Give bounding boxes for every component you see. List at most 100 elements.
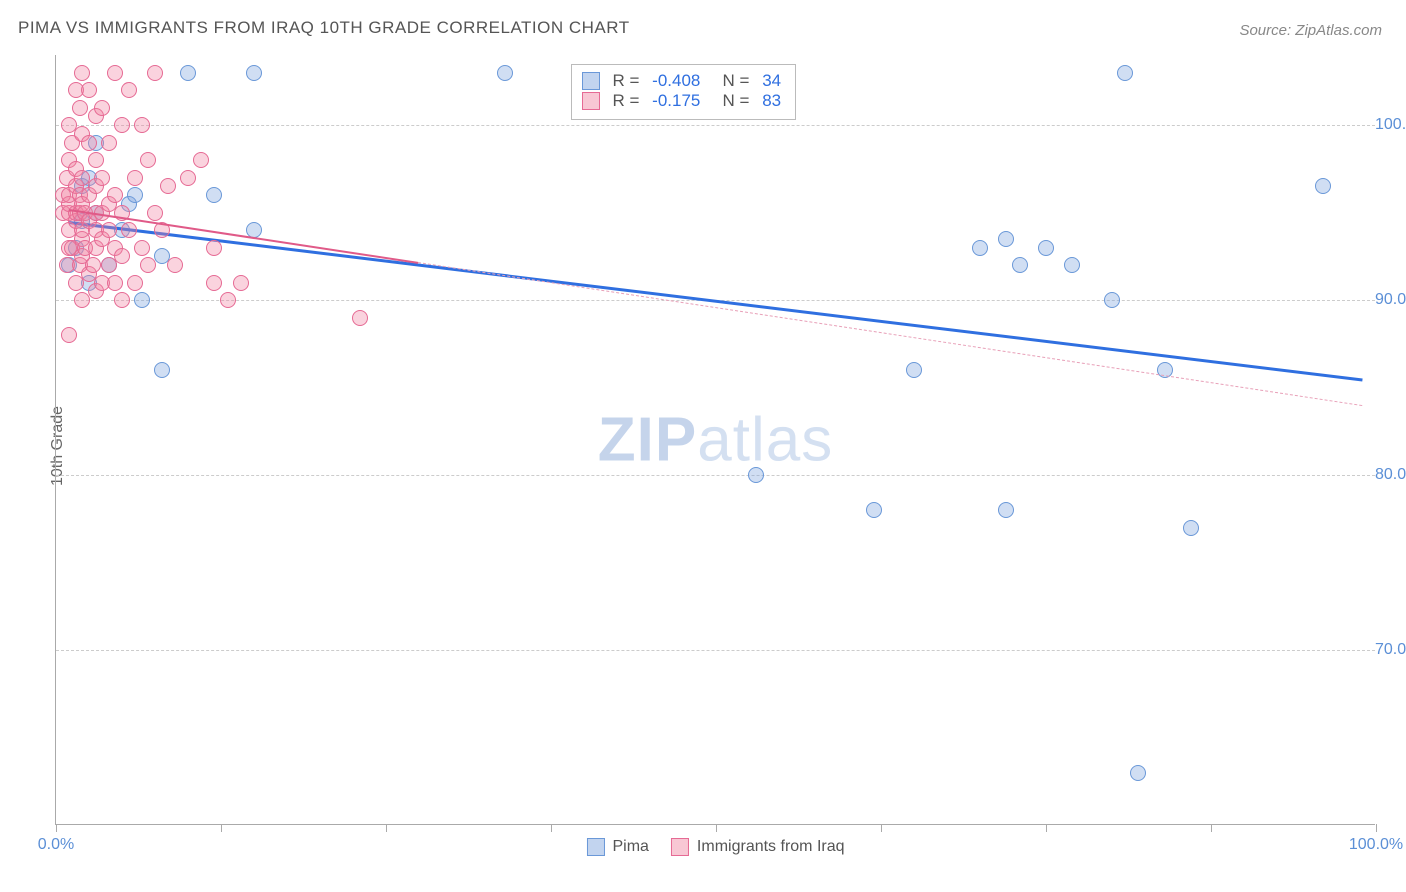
stat-label: N = [708,91,754,111]
source-attribution: Source: ZipAtlas.com [1239,22,1382,39]
data-point [193,152,209,168]
data-point [88,152,104,168]
y-tick-label: 90.0% [1375,291,1406,309]
data-point [121,82,137,98]
stat-r-value: -0.408 [652,71,700,91]
data-point [220,292,236,308]
legend-swatch-icon [586,838,604,856]
stats-row: R = -0.175 N = 83 [582,91,781,111]
data-point [114,117,130,133]
y-tick-label: 70.0% [1375,641,1406,659]
data-point [107,275,123,291]
legend-label: Pima [612,838,648,856]
stat-r-value: -0.175 [652,91,700,111]
stat-label: N = [708,71,754,91]
data-point [74,65,90,81]
data-point [160,178,176,194]
data-point [147,205,163,221]
data-point [998,502,1014,518]
chart-title: PIMA VS IMMIGRANTS FROM IRAQ 10TH GRADE … [18,18,630,38]
data-point [206,275,222,291]
data-point [72,100,88,116]
trend-line [418,262,1362,406]
data-point [748,467,764,483]
x-tick-label: 100.0% [1349,836,1403,854]
x-tick [386,824,387,832]
data-point [94,100,110,116]
data-point [1012,257,1028,273]
data-point [1130,765,1146,781]
data-point [101,222,117,238]
data-point [121,222,137,238]
data-point [1104,292,1120,308]
legend-label: Immigrants from Iraq [697,838,845,856]
data-point [147,65,163,81]
data-point [998,231,1014,247]
data-point [497,65,513,81]
data-point [154,362,170,378]
legend-item: Pima [586,838,648,856]
x-tick [551,824,552,832]
stats-box: R = -0.408 N = 34 R = -0.175 N = 83 [571,64,796,120]
gridline [56,650,1375,651]
legend-swatch-icon [582,72,600,90]
data-point [1064,257,1080,273]
data-point [1315,178,1331,194]
data-point [140,257,156,273]
data-point [94,170,110,186]
data-point [206,240,222,256]
stat-label: R = [608,91,644,111]
legend-item: Immigrants from Iraq [671,838,845,856]
stat-n-value: 83 [762,91,781,111]
data-point [906,362,922,378]
watermark: ZIPatlas [598,404,833,475]
x-tick [881,824,882,832]
y-tick-label: 80.0% [1375,466,1406,484]
data-point [127,170,143,186]
data-point [180,65,196,81]
x-tick [1046,824,1047,832]
data-point [972,240,988,256]
data-point [180,170,196,186]
data-point [85,257,101,273]
data-point [61,327,77,343]
data-point [1117,65,1133,81]
x-tick-label: 0.0% [38,836,74,854]
gridline [56,125,1375,126]
data-point [81,82,97,98]
data-point [246,65,262,81]
x-tick [1376,824,1377,832]
data-point [134,117,150,133]
y-tick-label: 100.0% [1375,116,1406,134]
data-point [167,257,183,273]
data-point [107,187,123,203]
data-point [127,275,143,291]
data-point [107,65,123,81]
data-point [866,502,882,518]
data-point [233,275,249,291]
legend-swatch-icon [671,838,689,856]
data-point [140,152,156,168]
data-point [1038,240,1054,256]
stat-label: R = [608,71,644,91]
legend: Pima Immigrants from Iraq [586,838,844,856]
x-tick [221,824,222,832]
data-point [127,187,143,203]
gridline [56,475,1375,476]
data-point [352,310,368,326]
stats-row: R = -0.408 N = 34 [582,71,781,91]
data-point [134,240,150,256]
trend-line [69,221,1363,381]
data-point [101,135,117,151]
data-point [206,187,222,203]
x-tick [56,824,57,832]
stat-n-value: 34 [762,71,781,91]
plot-area: ZIPatlas 70.0%80.0%90.0%100.0%0.0%100.0%… [55,55,1375,825]
data-point [134,292,150,308]
data-point [114,248,130,264]
x-tick [716,824,717,832]
x-tick [1211,824,1212,832]
legend-swatch-icon [582,92,600,110]
data-point [81,135,97,151]
data-point [114,292,130,308]
